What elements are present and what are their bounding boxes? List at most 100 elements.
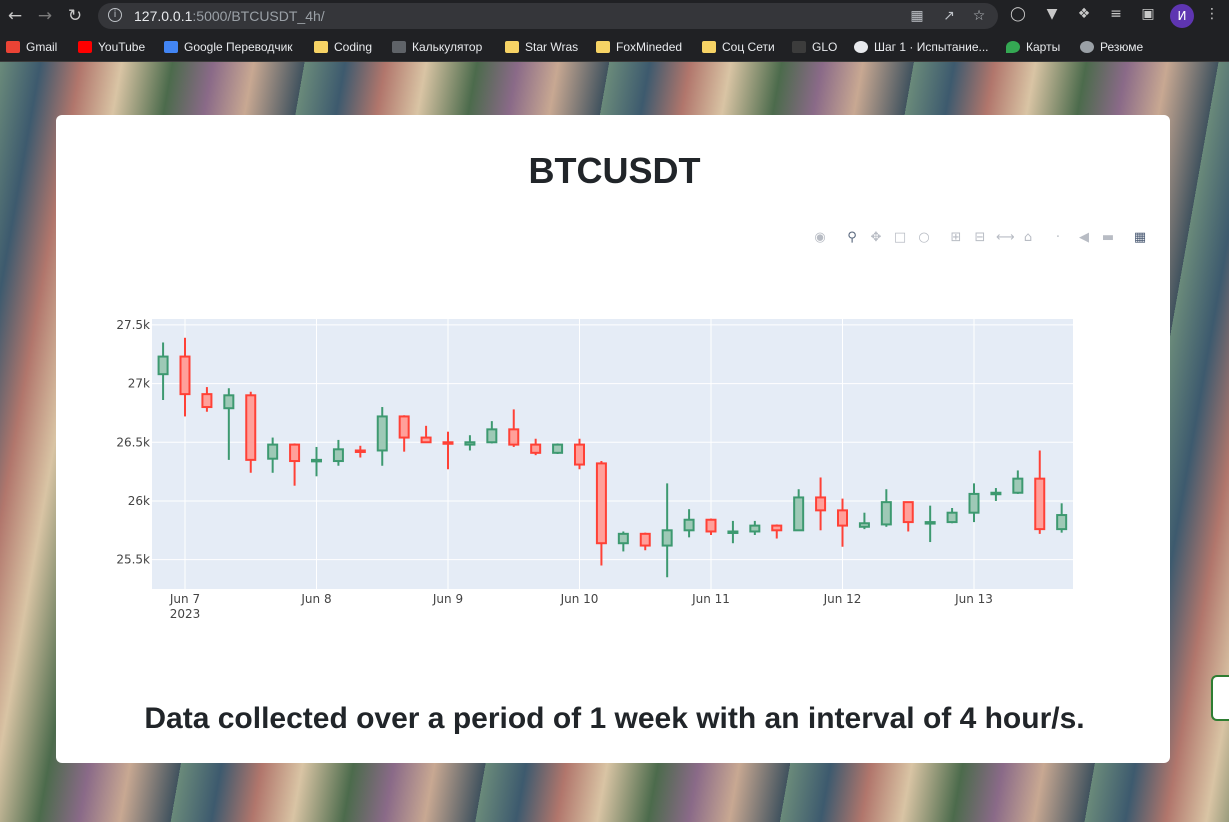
- candle[interactable]: [267, 437, 279, 473]
- reading-list-icon[interactable]: ≡: [1110, 6, 1122, 22]
- x-tick-label: Jun 8: [300, 592, 331, 606]
- candle-body: [289, 443, 301, 463]
- bookmark-social[interactable]: Соц Сети: [702, 38, 775, 56]
- candle[interactable]: [508, 409, 520, 447]
- candle[interactable]: [552, 443, 564, 454]
- url-text[interactable]: 127.0.0.1:5000/BTCUSDT_4h/: [134, 8, 325, 24]
- candle[interactable]: [245, 391, 257, 473]
- candle[interactable]: [442, 431, 454, 470]
- candle[interactable]: [486, 421, 498, 444]
- shield-extension-icon[interactable]: ◯: [1010, 6, 1026, 22]
- reload-icon[interactable]: ↻: [67, 6, 83, 26]
- bookmark-youtube[interactable]: YouTube: [78, 38, 145, 56]
- candle[interactable]: [617, 531, 629, 552]
- candle[interactable]: [595, 461, 607, 566]
- candle[interactable]: [179, 337, 191, 417]
- vpn-extension-icon[interactable]: ▼: [1046, 6, 1058, 22]
- zoom-icon[interactable]: ⚲: [847, 230, 857, 245]
- candle[interactable]: [793, 489, 805, 532]
- candle[interactable]: [837, 498, 848, 547]
- translate-icon: [164, 41, 178, 53]
- autoscale-icon[interactable]: ⟷: [996, 230, 1015, 245]
- candle-body: [179, 355, 191, 396]
- x-tick-label: Jun 11: [691, 592, 730, 606]
- candle[interactable]: [157, 342, 169, 400]
- candle-body: [815, 496, 827, 512]
- candle[interactable]: [420, 425, 432, 444]
- candle[interactable]: [464, 435, 476, 451]
- candle-body: [749, 524, 761, 533]
- side-panel-icon[interactable]: ▣: [1141, 6, 1155, 22]
- lasso-icon[interactable]: ○: [918, 230, 930, 245]
- bookmark-foxmineded[interactable]: FoxMineded: [596, 38, 682, 56]
- candle[interactable]: [1034, 450, 1046, 534]
- bookmark-resume[interactable]: Резюме: [1080, 38, 1143, 56]
- candle[interactable]: [946, 508, 958, 524]
- candle[interactable]: [398, 415, 410, 452]
- plotly-logo-icon[interactable]: ▦: [1133, 230, 1147, 245]
- plot-area[interactable]: [152, 319, 1073, 589]
- hover-compare-icon[interactable]: ▬: [1101, 230, 1115, 245]
- site-info-icon[interactable]: i: [108, 8, 122, 22]
- bookmark-coding[interactable]: Coding: [314, 38, 372, 56]
- hover-closest-icon[interactable]: ◀: [1079, 230, 1089, 245]
- candle[interactable]: [968, 483, 980, 523]
- spike-lines-icon[interactable]: ‧: [1055, 230, 1061, 245]
- bookmark-glo[interactable]: GLO: [792, 38, 837, 56]
- candle[interactable]: [815, 477, 827, 531]
- candle[interactable]: [683, 509, 695, 538]
- candle[interactable]: [289, 443, 301, 486]
- candle[interactable]: [858, 512, 870, 530]
- candle[interactable]: [574, 438, 585, 470]
- candle-body: [376, 415, 388, 452]
- bookmarks-bar: Gmail YouTube Google Переводчик Coding К…: [0, 33, 1229, 62]
- candle[interactable]: [661, 483, 673, 578]
- share-icon[interactable]: ↗: [943, 8, 955, 24]
- candle[interactable]: [530, 438, 542, 456]
- bookmark-step-1[interactable]: Шаг 1 · Испытание...: [854, 38, 989, 56]
- bookmark-maps[interactable]: Карты: [1006, 38, 1060, 56]
- translate-icon[interactable]: ▦: [910, 8, 924, 24]
- y-tick-label: 27.5k: [116, 318, 150, 332]
- candle[interactable]: [1012, 470, 1024, 494]
- y-tick-label: 26k: [128, 494, 150, 508]
- candle[interactable]: [376, 407, 388, 466]
- bookmark-star-icon[interactable]: ☆: [972, 8, 986, 24]
- pan-icon[interactable]: ✥: [870, 230, 882, 245]
- candle[interactable]: [705, 518, 717, 535]
- menu-kebab-icon[interactable]: ⋮: [1205, 6, 1219, 22]
- candle[interactable]: [749, 520, 761, 535]
- zoom-out-icon[interactable]: ⊟: [974, 230, 986, 245]
- forward-arrow-icon[interactable]: →: [37, 6, 53, 26]
- reset-axes-icon[interactable]: ⌂: [1023, 230, 1033, 245]
- profile-avatar[interactable]: И: [1170, 4, 1194, 28]
- candle[interactable]: [990, 488, 1002, 501]
- candle[interactable]: [201, 387, 213, 412]
- candle-body: [661, 529, 673, 547]
- back-arrow-icon[interactable]: ←: [7, 6, 23, 26]
- bookmark-star-wras[interactable]: Star Wras: [505, 38, 578, 56]
- candle[interactable]: [223, 388, 235, 460]
- extensions-puzzle-icon[interactable]: ❖: [1077, 6, 1091, 22]
- candle[interactable]: [771, 524, 783, 539]
- bookmark-google-translate[interactable]: Google Переводчик: [164, 38, 293, 56]
- candle[interactable]: [924, 505, 936, 543]
- candle[interactable]: [639, 532, 651, 551]
- side-extension-widget[interactable]: [1211, 675, 1229, 721]
- candle-body: [332, 448, 344, 463]
- box-select-icon[interactable]: □: [893, 230, 907, 245]
- zoom-in-icon[interactable]: ⊞: [950, 230, 962, 245]
- candle[interactable]: [311, 446, 322, 477]
- candle[interactable]: [332, 439, 344, 466]
- candle[interactable]: [727, 520, 739, 544]
- candle[interactable]: [880, 489, 892, 527]
- camera-icon[interactable]: ◉: [814, 230, 826, 245]
- candle[interactable]: [902, 501, 914, 532]
- candle[interactable]: [1056, 503, 1068, 533]
- bookmark-gmail[interactable]: Gmail: [6, 38, 57, 56]
- address-bar[interactable]: i 127.0.0.1:5000/BTCUSDT_4h/ ▦ ↗ ☆: [98, 3, 998, 29]
- candle[interactable]: [354, 445, 366, 458]
- bookmark-calculator[interactable]: Калькулятор: [392, 38, 482, 56]
